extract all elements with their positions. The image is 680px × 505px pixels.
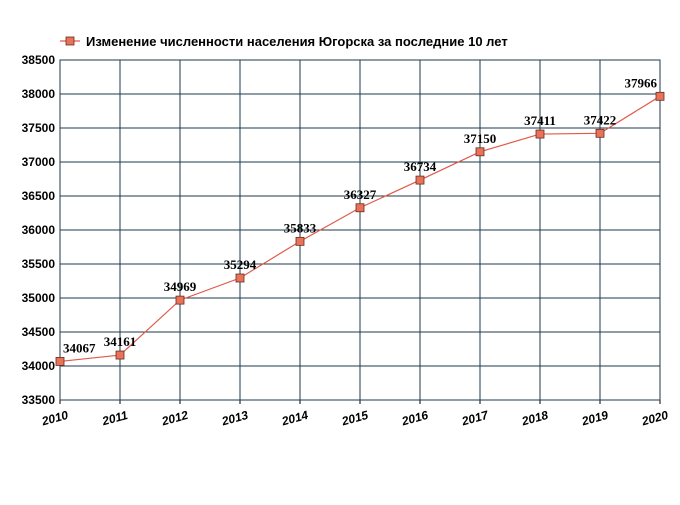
data-point-marker [55, 357, 65, 366]
x-tick-label: 2010 [39, 408, 70, 429]
data-label: 34969 [164, 279, 197, 294]
x-tick-label: 2020 [639, 408, 670, 429]
data-label: 34067 [63, 340, 96, 355]
data-label: 36327 [344, 187, 377, 202]
series-layer [55, 91, 665, 366]
data-label: 37966 [625, 75, 658, 90]
x-tick-label: 2013 [219, 408, 250, 429]
grid [59, 59, 661, 401]
y-tick-label: 36500 [22, 189, 56, 203]
data-point-marker [595, 128, 605, 138]
y-tick-label: 38000 [22, 87, 56, 101]
y-tick-label: 36000 [22, 223, 56, 237]
x-tick-label: 2014 [279, 408, 310, 429]
data-point-marker [175, 295, 185, 305]
data-point-marker [295, 236, 305, 246]
y-tick-label: 35000 [22, 291, 56, 305]
y-tick-label: 34500 [22, 325, 56, 339]
data-label: 37150 [464, 131, 497, 146]
data-label: 36734 [404, 159, 437, 174]
legend-marker-icon [65, 36, 75, 46]
legend-label: Изменение численности населения Югорска … [86, 34, 508, 49]
data-point-marker [475, 147, 485, 157]
y-tick-label: 34000 [22, 359, 56, 373]
y-tick-label: 37500 [22, 121, 56, 135]
y-tick-label: 38500 [22, 53, 56, 67]
data-label: 35833 [284, 220, 317, 235]
plot-frame [59, 59, 661, 401]
x-tick-label: 2017 [459, 408, 491, 429]
x-tick-label: 2019 [579, 408, 610, 429]
data-point-marker [235, 273, 245, 283]
data-label: 37411 [524, 113, 556, 128]
data-point-marker [415, 175, 425, 185]
y-tick-label: 35500 [22, 257, 56, 271]
x-tick-label: 2018 [519, 408, 550, 429]
y-tick-label: 33500 [22, 393, 56, 407]
axes: 33500 34000 34500 35000 35500 36000 36500 37000… [22, 53, 670, 429]
x-tick-label: 2011 [100, 408, 130, 429]
x-tick-label: 2016 [399, 408, 430, 429]
data-point-marker [655, 91, 665, 101]
data-label: 34161 [104, 334, 137, 349]
x-tick-label: 2015 [339, 408, 370, 429]
data-label: 35294 [224, 257, 257, 272]
data-point-marker [355, 203, 365, 213]
x-tick-label: 2012 [159, 408, 190, 429]
data-point-marker [115, 350, 125, 360]
data-point-marker [535, 129, 545, 139]
y-tick-label: 37000 [22, 155, 56, 169]
data-labels: 34067 34161 34969 35294 35833 36327 36734 37150… [63, 75, 658, 355]
legend: Изменение численности населения Югорска … [60, 34, 508, 49]
data-label: 37422 [584, 112, 617, 127]
